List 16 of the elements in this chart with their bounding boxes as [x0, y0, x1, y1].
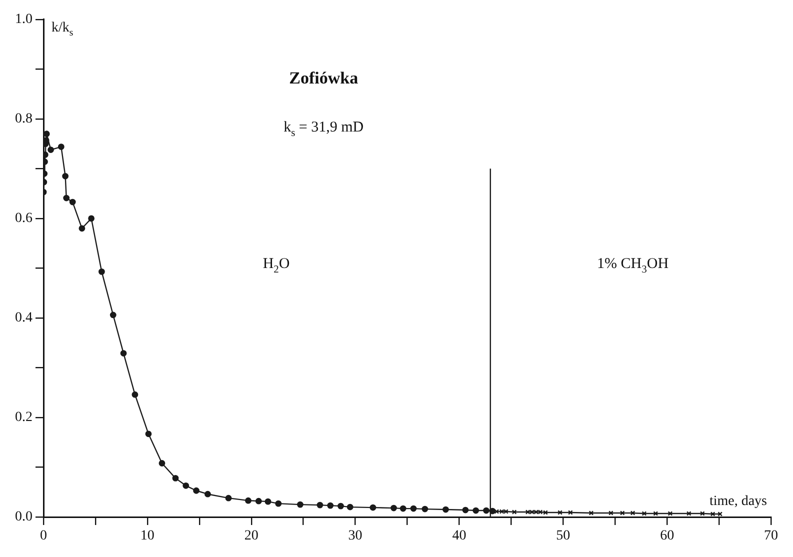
x-tick-label: 20: [244, 528, 258, 544]
x-axis-title: time, days: [709, 494, 767, 509]
y-tick-label: 0.2: [15, 410, 32, 426]
y-tick-label: 0.0: [15, 510, 32, 525]
x-tick-label: 10: [140, 528, 154, 544]
y-tick-label: 0.4: [15, 310, 32, 326]
y-tick-label: 0.8: [15, 112, 32, 127]
x-tick-label: 60: [660, 528, 674, 544]
text: Zofiówka: [289, 68, 359, 88]
x-tick-label: 0: [40, 528, 47, 544]
y-tick-label: 0.6: [15, 211, 32, 226]
x-tick-label: 70: [764, 528, 778, 544]
y-tick-label: 1.0: [15, 12, 32, 28]
x-tick-label: 30: [348, 528, 362, 544]
x-tick-label: 40: [452, 528, 466, 544]
x-tick-label: 50: [556, 528, 570, 544]
